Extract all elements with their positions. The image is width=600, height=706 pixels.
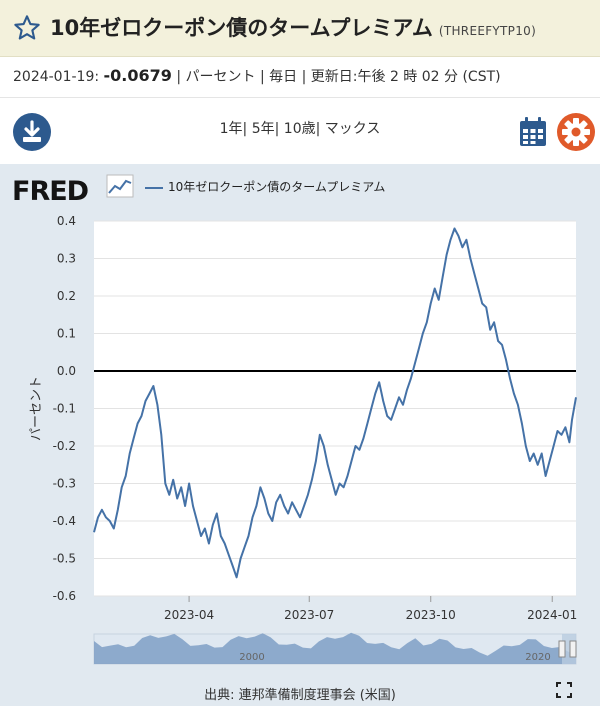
navigator-area	[94, 632, 576, 664]
y-tick-label: -0.1	[53, 402, 76, 416]
range-1y[interactable]: 1年	[219, 121, 243, 137]
range-5y[interactable]: 5年	[251, 121, 275, 137]
gear-icon[interactable]	[556, 112, 596, 152]
divider	[0, 97, 600, 98]
chart-panel: FRED 10年ゼロクーポン債のタームプレミアム 0.4 0.3 0.2 0.1 0.0…	[0, 164, 600, 706]
range-max[interactable]: マックス	[324, 121, 381, 137]
x-tick-label: 2023-10	[406, 608, 456, 622]
page-title: 10年ゼロクーポン債のタームプレミアム (THREEFYTP10)	[50, 12, 536, 42]
x-tick-label: 2024-01	[527, 608, 577, 622]
y-tick-label: 0.4	[57, 214, 76, 228]
download-icon	[23, 120, 41, 142]
y-tick-label: -0.2	[53, 439, 76, 453]
logo-graph-icon	[106, 174, 134, 198]
title-bar: 10年ゼロクーポン債のタームプレミアム (THREEFYTP10)	[0, 0, 600, 57]
star-icon[interactable]	[13, 14, 41, 42]
legend-label: 10年ゼロクーポン債のタームプレミアム	[168, 180, 386, 194]
source-note: 出典: 連邦準備制度理事会 (米国)	[204, 688, 396, 703]
y-tick-label: 0.0	[57, 364, 76, 378]
y-tick-label: 0.2	[57, 289, 76, 303]
x-tick-label: 2023-04	[164, 608, 214, 622]
navigator-label: 2020	[525, 652, 550, 663]
series-line	[93, 227, 577, 579]
fullscreen-icon[interactable]	[556, 682, 572, 698]
x-tick-label: 2023-07	[284, 608, 334, 622]
y-tick-label: -0.4	[53, 514, 76, 528]
navigator-label: 2000	[239, 652, 264, 663]
series-id: (THREEFYTP10)	[438, 24, 537, 38]
observation-date: 2024-01-19:	[13, 69, 100, 85]
chart-legend: 10年ゼロクーポン債のタームプレミアム	[145, 178, 385, 195]
range-10y[interactable]: 10歳	[283, 121, 316, 137]
legend-swatch	[145, 186, 163, 189]
navigator-handle-right[interactable]	[569, 640, 577, 658]
series-title: 10年ゼロクーポン債のタームプレミアム	[50, 16, 433, 40]
observation-value: -0.0679	[103, 66, 172, 85]
y-tick-label: -0.5	[53, 552, 76, 566]
line-chart: 0.4 0.3 0.2 0.1 0.0 -0.1 -0.2 -0.3 -0.4 -0.5 -0.6 2…	[29, 214, 577, 665]
observation-info: 2024-01-19: -0.0679 | パーセント | 毎日 | 更新日:午…	[13, 66, 501, 86]
y-tick-label: -0.6	[53, 589, 76, 603]
observation-meta: | パーセント | 毎日 | 更新日:午後 2 時 02 分 (CST)	[176, 69, 501, 85]
download-button[interactable]	[13, 113, 51, 151]
y-axis-label: パーセント	[29, 376, 44, 441]
calendar-icon[interactable]	[519, 117, 547, 147]
y-tick-label: 0.3	[57, 252, 76, 266]
y-tick-label: -0.3	[53, 477, 76, 491]
y-tick-label: 0.1	[57, 327, 76, 341]
fred-logo: FRED	[12, 176, 89, 207]
navigator-handle-left[interactable]	[558, 640, 566, 658]
range-selector: 1年| 5年| 10歳| マックス	[219, 121, 381, 137]
